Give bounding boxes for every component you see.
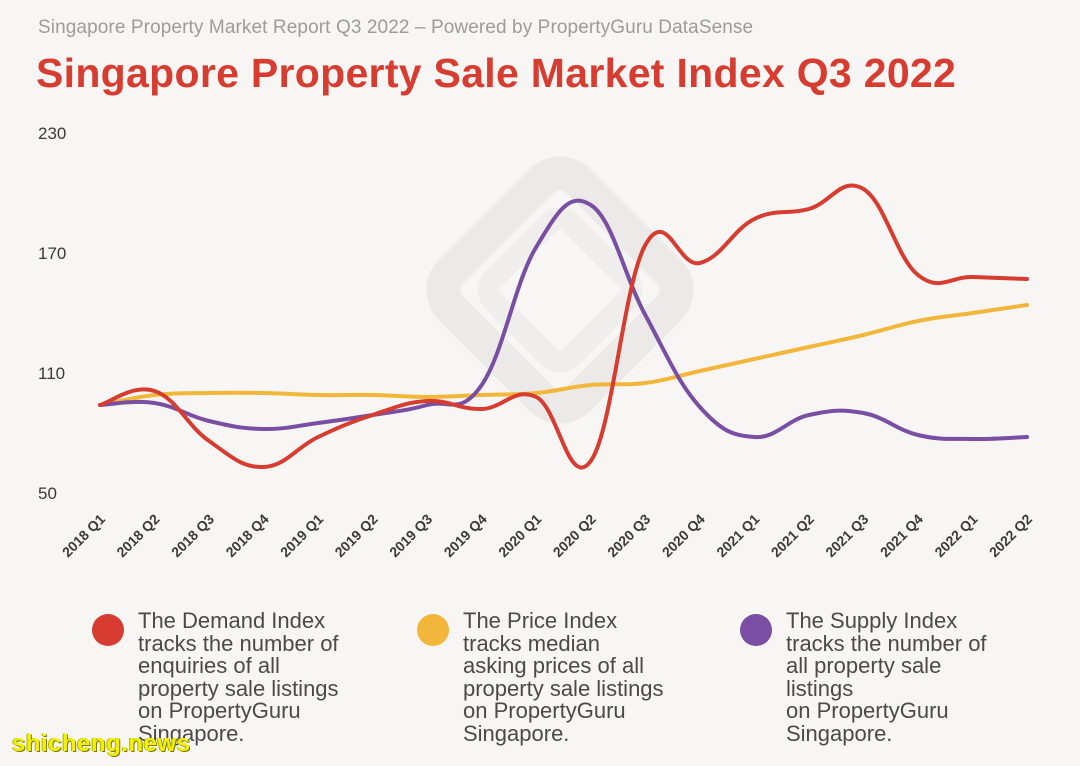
x-tick-label: 2019 Q1 [277, 511, 326, 560]
x-tick-label: 2022 Q2 [986, 511, 1035, 560]
legend-line: enquiries of all [138, 653, 280, 678]
legend-line: on PropertyGuru [463, 698, 626, 723]
x-tick-label: 2020 Q3 [604, 511, 653, 560]
logo-watermark [426, 156, 694, 424]
x-tick-label: 2020 Q1 [495, 511, 544, 560]
legend-line: tracks the number of [138, 630, 339, 656]
legend-line: property sale listings [138, 675, 339, 701]
x-tick-label: 2021 Q4 [877, 511, 926, 560]
legend-line: tracks median [463, 630, 600, 656]
y-tick-label: 110 [38, 364, 65, 383]
y-tick-label: 230 [38, 124, 66, 143]
legend-swatch-demand [92, 614, 124, 646]
legend-line: Singapore. [138, 720, 245, 746]
x-tick-label: 2019 Q4 [441, 511, 490, 560]
legend-line: The Demand Index [138, 608, 326, 633]
legend-line: Singapore. [463, 720, 570, 746]
legend-text-supply: The Supply Index tracks the number of al… [786, 608, 1046, 746]
legend-swatch-price [417, 614, 449, 646]
logo-outer-shape [426, 156, 694, 424]
x-tick-label: 2021 Q1 [713, 511, 762, 560]
series-line-price [98, 303, 1029, 407]
legend-line: on PropertyGuru [786, 698, 949, 723]
legend-line: tracks the number of [786, 630, 987, 656]
y-axis: 50 110 170 230 [38, 124, 66, 503]
legend-text-demand: The Demand Index tracks the number of en… [138, 608, 398, 746]
chart-title: Singapore Property Sale Market Index Q3 … [36, 50, 957, 96]
x-tick-label: 2021 Q3 [822, 511, 871, 560]
legend-line: The Supply Index [786, 608, 958, 633]
series-line-supply [98, 198, 1029, 442]
series-layer [98, 183, 1029, 470]
report-subtitle: Singapore Property Market Report Q3 2022… [38, 17, 754, 38]
x-tick-label: 2019 Q3 [386, 511, 435, 560]
y-tick-label: 50 [38, 484, 57, 503]
legend-swatch-supply [740, 614, 772, 646]
x-tick-label: 2019 Q2 [331, 511, 380, 560]
y-tick-label: 170 [38, 244, 66, 263]
legend-line: property sale listings [463, 675, 664, 701]
legend-line: on PropertyGuru [138, 698, 301, 723]
x-tick-label: 2018 Q2 [113, 511, 162, 560]
source-watermark: shicheng.news [12, 730, 191, 757]
legend-line: The Price Index [463, 608, 618, 633]
legend-text-price: The Price Index tracks median asking pri… [463, 608, 723, 746]
x-tick-label: 2020 Q2 [550, 511, 599, 560]
series-line-demand [98, 183, 1029, 470]
legend-line: all property sale [786, 653, 942, 678]
legend: The Demand Index tracks the number of en… [0, 608, 1080, 760]
line-chart: 50 110 170 230 2018 Q1 2018 Q2 2018 Q3 2018 Q4… [38, 124, 1035, 560]
x-tick-label: 2022 Q1 [931, 511, 980, 560]
legend-line: Singapore. [786, 720, 893, 746]
legend-line: asking prices of all [463, 653, 644, 678]
logo-inner-shape [477, 207, 643, 373]
x-tick-label: 2018 Q1 [59, 511, 108, 560]
x-tick-label: 2021 Q2 [768, 511, 817, 560]
x-tick-label: 2018 Q4 [222, 511, 271, 560]
legend-line: listings [786, 675, 854, 701]
x-tick-label: 2018 Q3 [168, 511, 217, 560]
x-tick-label: 2020 Q4 [659, 511, 708, 560]
x-axis: 2018 Q1 2018 Q2 2018 Q3 2018 Q4 2019 Q1 2019 … [59, 511, 1035, 560]
